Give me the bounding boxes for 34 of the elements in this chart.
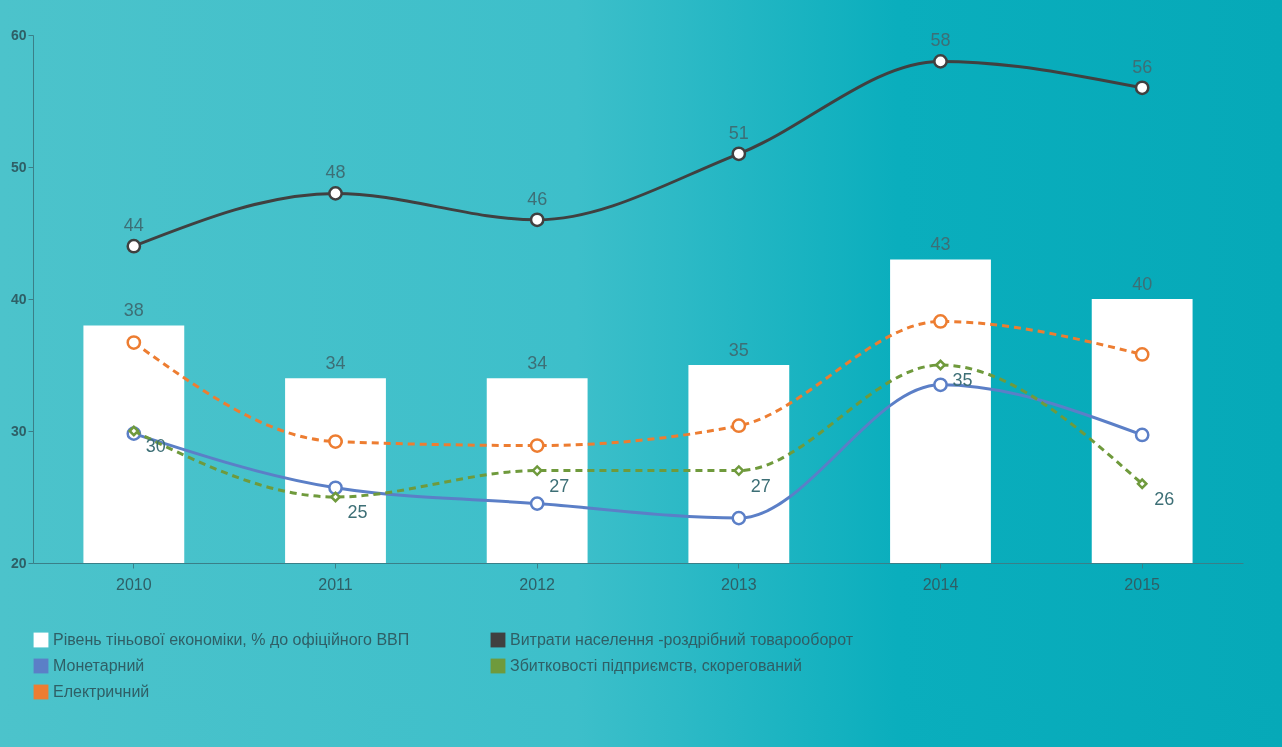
legend-label: Електричний (53, 683, 150, 700)
data-label: 38 (123, 300, 144, 321)
y-tick-label: 50 (10, 158, 27, 175)
y-tick-label: 40 (10, 290, 27, 307)
data-label: 27 (750, 475, 771, 496)
y-tick-label: 60 (10, 26, 27, 43)
legend-label: Збитковості підприємств, скорегований (510, 657, 802, 674)
data-label: 35 (952, 370, 973, 390)
x-tick-label: 2013 (721, 575, 757, 593)
data-label: 40 (1132, 274, 1153, 294)
x-tick-label: 2015 (1124, 575, 1161, 593)
legend-label: Рівень тіньової економіки, % до офіційного ВВП (53, 631, 410, 648)
data-label: 46 (527, 188, 548, 209)
y-tick-label: 20 (10, 554, 27, 571)
data-label: 35 (728, 340, 749, 360)
legend-label: Витрати населення -роздрібний товарооборот (510, 631, 854, 648)
x-tick-label: 2012 (519, 575, 556, 593)
data-label: 44 (123, 215, 144, 236)
x-tick-label: 2014 (922, 575, 959, 593)
data-label: 30 (145, 436, 166, 456)
data-label: 43 (930, 234, 951, 255)
data-label: 56 (1132, 56, 1153, 77)
data-label: 48 (325, 162, 346, 183)
data-label: 34 (527, 353, 548, 374)
x-tick-label: 2011 (318, 575, 353, 593)
data-label: 25 (347, 502, 368, 522)
data-label: 34 (325, 353, 346, 374)
data-label: 26 (1154, 488, 1175, 509)
data-label: 51 (728, 122, 749, 143)
data-label: 58 (930, 30, 951, 51)
y-tick-label: 30 (10, 422, 27, 439)
legend-label: Монетарний (53, 657, 145, 674)
x-tick-label: 2010 (116, 575, 152, 593)
data-label: 27 (549, 475, 570, 496)
